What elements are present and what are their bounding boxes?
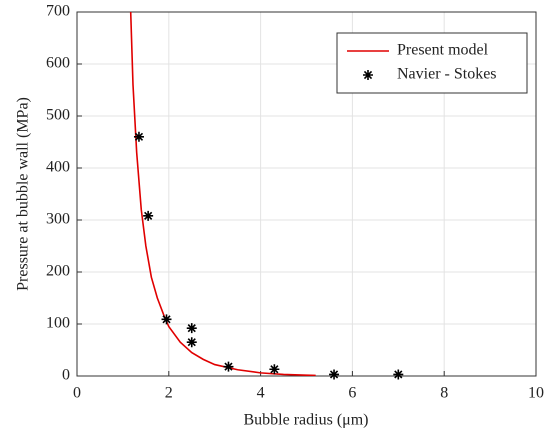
data-point	[269, 364, 280, 375]
data-point	[161, 314, 172, 325]
x-tick-label: 4	[257, 385, 265, 402]
legend-marker	[363, 70, 373, 80]
y-tick-label: 400	[46, 159, 70, 176]
x-tick-label: 8	[440, 385, 448, 402]
y-tick-label: 200	[46, 263, 70, 280]
y-tick-label: 100	[46, 315, 70, 332]
y-tick-label: 300	[46, 211, 70, 228]
data-point	[329, 369, 340, 380]
y-tick-label: 0	[62, 367, 70, 384]
data-point	[393, 369, 404, 380]
y-tick-label: 600	[46, 55, 70, 72]
y-axis-label: Pressure at bubble wall (MPa)	[15, 97, 32, 291]
data-point	[186, 337, 197, 348]
data-point	[223, 361, 234, 372]
legend-label: Present model	[397, 42, 489, 59]
x-axis-label: Bubble radius (μm)	[244, 412, 369, 429]
data-point	[133, 131, 144, 142]
x-tick-label: 0	[73, 385, 81, 402]
x-tick-label: 2	[165, 385, 173, 402]
x-tick-label: 10	[528, 385, 544, 402]
model-line	[129, 12, 316, 376]
legend-box	[336, 32, 528, 94]
legend-label: Navier - Stokes	[397, 66, 497, 83]
x-tick-label: 6	[348, 385, 356, 402]
y-tick-label: 500	[46, 107, 70, 124]
data-point	[143, 210, 154, 221]
y-tick-label: 700	[46, 3, 70, 20]
data-point	[186, 323, 197, 334]
